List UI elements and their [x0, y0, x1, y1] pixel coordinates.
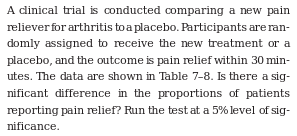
Text: Table: Table	[159, 72, 189, 83]
Text: treatment: treatment	[208, 39, 263, 49]
Text: there: there	[229, 72, 259, 83]
Text: The: The	[36, 72, 57, 83]
Text: the: the	[134, 89, 152, 99]
Text: patients: patients	[245, 89, 290, 99]
Text: 7–8.: 7–8.	[191, 72, 214, 83]
Text: sig-: sig-	[271, 106, 290, 116]
Text: arthritis: arthritis	[68, 23, 113, 33]
Text: level: level	[230, 106, 256, 116]
Text: of: of	[258, 106, 269, 116]
Text: relief: relief	[183, 56, 212, 66]
Text: relief?: relief?	[87, 106, 122, 116]
Text: receive: receive	[113, 39, 154, 49]
Text: outcome: outcome	[97, 56, 144, 66]
Text: the: the	[77, 56, 95, 66]
Text: in: in	[146, 72, 156, 83]
Text: domly: domly	[7, 39, 40, 49]
Text: reliever: reliever	[7, 23, 50, 33]
Text: a: a	[261, 72, 268, 83]
Text: a: a	[229, 6, 236, 16]
Text: to: to	[98, 39, 109, 49]
Text: ran-: ran-	[268, 23, 290, 33]
Text: at: at	[190, 106, 201, 116]
Text: comparing: comparing	[165, 6, 225, 16]
Text: clinical: clinical	[18, 6, 59, 16]
Text: shown: shown	[108, 72, 143, 83]
Text: Is: Is	[217, 72, 227, 83]
Text: a: a	[203, 106, 209, 116]
Text: 5%: 5%	[211, 106, 228, 116]
Text: min-: min-	[266, 56, 290, 66]
Text: Participants: Participants	[181, 23, 248, 33]
Text: are: are	[249, 23, 267, 33]
Text: nificant: nificant	[7, 89, 49, 99]
Text: is: is	[90, 6, 99, 16]
Text: new: new	[239, 6, 262, 16]
Text: within: within	[214, 56, 248, 66]
Text: pain: pain	[61, 106, 85, 116]
Text: data: data	[59, 72, 84, 83]
Text: assigned: assigned	[45, 39, 94, 49]
Text: 30: 30	[250, 56, 264, 66]
Text: are: are	[86, 72, 105, 83]
Text: pain: pain	[266, 6, 290, 16]
Text: the: the	[158, 39, 176, 49]
Text: the: the	[148, 106, 166, 116]
Text: reporting: reporting	[7, 106, 59, 116]
Text: in: in	[117, 89, 128, 99]
Text: difference: difference	[55, 89, 111, 99]
Text: placebo.: placebo.	[133, 23, 180, 33]
Text: pain: pain	[157, 56, 181, 66]
Text: proportions: proportions	[157, 89, 223, 99]
Text: trial: trial	[62, 6, 86, 16]
Text: conducted: conducted	[103, 6, 161, 16]
Text: new: new	[181, 39, 203, 49]
Text: sig-: sig-	[271, 72, 290, 83]
Text: of: of	[229, 89, 239, 99]
Text: and: and	[55, 56, 76, 66]
Text: or: or	[268, 39, 279, 49]
Text: for: for	[51, 23, 67, 33]
Text: to: to	[114, 23, 125, 33]
Text: Run: Run	[124, 106, 146, 116]
Text: nificance.: nificance.	[7, 122, 60, 132]
Text: A: A	[7, 6, 15, 16]
Text: utes.: utes.	[7, 72, 34, 83]
Text: is: is	[146, 56, 155, 66]
Text: a: a	[284, 39, 290, 49]
Text: placebo,: placebo,	[7, 56, 53, 66]
Text: a: a	[126, 23, 133, 33]
Text: test: test	[167, 106, 188, 116]
